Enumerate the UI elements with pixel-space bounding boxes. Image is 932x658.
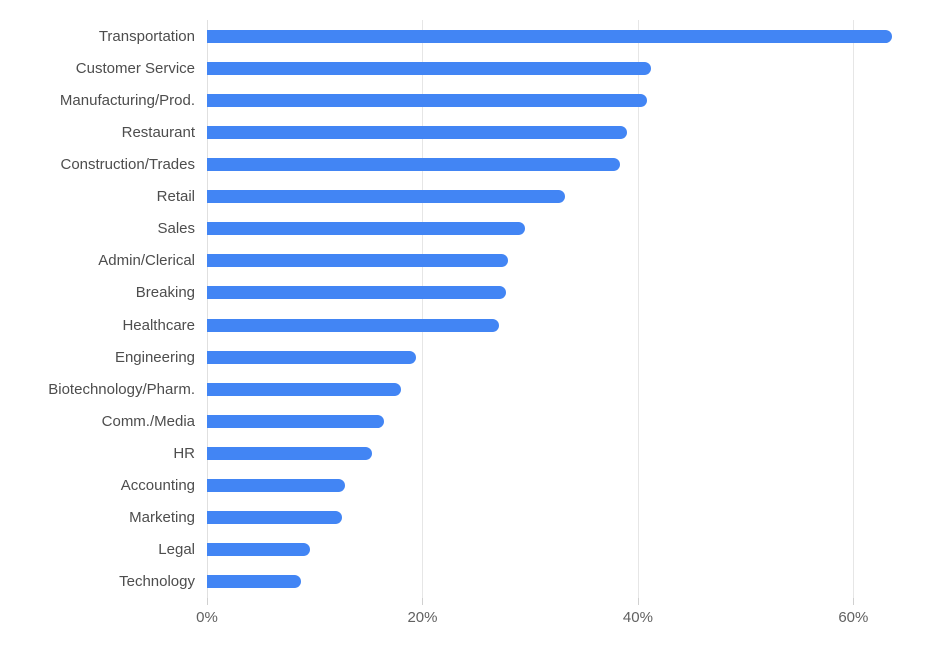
category-label: Comm./Media — [101, 412, 195, 430]
category-label-row: Comm./Media — [0, 405, 195, 437]
category-label: Healthcare — [122, 316, 195, 334]
category-label-row: Engineering — [0, 341, 195, 373]
bar-series — [207, 20, 932, 598]
category-label-row: Manufacturing/Prod. — [0, 84, 195, 116]
bar-row — [207, 181, 932, 213]
category-label: Manufacturing/Prod. — [59, 91, 195, 109]
category-label-row: Marketing — [0, 502, 195, 534]
bar-row — [207, 213, 932, 245]
bar-row — [207, 566, 932, 598]
category-label-row: Breaking — [0, 277, 195, 309]
category-label: Construction/Trades — [60, 155, 195, 173]
category-label-row: Biotechnology/Pharm. — [0, 373, 195, 405]
category-label: Legal — [158, 541, 195, 559]
y-axis-category-labels: Transportation Customer Service Manufactur… — [0, 20, 195, 598]
bar-technology — [207, 575, 301, 589]
bar-engineering — [207, 350, 416, 364]
bar-row — [207, 502, 932, 534]
bar-row — [207, 470, 932, 502]
category-label-row: Retail — [0, 181, 195, 213]
gridline-20pct — [422, 20, 424, 598]
bar-row — [207, 405, 932, 437]
bar-construction-trades — [207, 157, 620, 171]
category-label: Biotechnology/Pharm. — [48, 380, 195, 398]
category-label: Restaurant — [121, 123, 195, 141]
x-tick-mark — [853, 598, 855, 605]
bar-legal — [207, 543, 311, 557]
category-label-row: Admin/Clerical — [0, 245, 195, 277]
bar-manufacturing-prod — [207, 93, 647, 107]
bar-retail — [207, 190, 565, 204]
category-label: Accounting — [120, 477, 195, 495]
category-label-row: Transportation — [0, 20, 195, 52]
bar-transportation — [207, 29, 893, 43]
category-label: HR — [173, 444, 195, 462]
bar-biotechnology-pharm — [207, 382, 401, 396]
bar-sales — [207, 222, 525, 236]
x-tick-label: 60% — [838, 609, 869, 626]
bar-breaking — [207, 286, 507, 300]
category-label-row: Healthcare — [0, 309, 195, 341]
plot-area — [207, 20, 932, 598]
category-label-row: HR — [0, 437, 195, 469]
bar-healthcare — [207, 318, 499, 332]
x-tick-mark — [422, 598, 424, 605]
bar-customer-service — [207, 61, 651, 75]
bar-row — [207, 116, 932, 148]
category-label: Technology — [119, 573, 195, 591]
category-label: Retail — [156, 188, 195, 206]
gridline-60pct — [853, 20, 855, 598]
bar-admin-clerical — [207, 254, 508, 268]
bar-row — [207, 245, 932, 277]
category-label: Marketing — [129, 509, 195, 527]
bar-marketing — [207, 511, 342, 525]
bar-comm-media — [207, 414, 384, 428]
category-label-row: Accounting — [0, 470, 195, 502]
x-tick-label: 20% — [407, 609, 438, 626]
category-label-row: Construction/Trades — [0, 148, 195, 180]
x-tick-mark — [637, 598, 639, 605]
category-label-row: Customer Service — [0, 52, 195, 84]
category-label: Engineering — [114, 348, 195, 366]
category-label-row: Restaurant — [0, 116, 195, 148]
x-tick-label: 0% — [196, 609, 218, 626]
x-axis: 0% 20% 40% 60% — [0, 598, 932, 658]
category-label: Customer Service — [75, 59, 195, 77]
category-label: Transportation — [98, 27, 195, 45]
bar-row — [207, 437, 932, 469]
bar-row — [207, 309, 932, 341]
x-tick-mark — [207, 598, 208, 605]
category-label: Breaking — [135, 284, 195, 302]
bar-restaurant — [207, 125, 628, 139]
bar-row — [207, 84, 932, 116]
bar-row — [207, 373, 932, 405]
category-label-row: Technology — [0, 566, 195, 598]
bar-row — [207, 148, 932, 180]
gridline-40pct — [637, 20, 639, 598]
category-label-row: Sales — [0, 213, 195, 245]
bar-row — [207, 52, 932, 84]
bar-row — [207, 20, 932, 52]
gridline-0pct — [207, 20, 208, 598]
bar-hr — [207, 446, 372, 460]
category-label-row: Legal — [0, 534, 195, 566]
bar-row — [207, 277, 932, 309]
category-label: Sales — [157, 220, 195, 238]
x-tick-label: 40% — [622, 609, 653, 626]
bar-accounting — [207, 479, 345, 493]
bar-row — [207, 534, 932, 566]
bar-row — [207, 341, 932, 373]
category-label: Admin/Clerical — [98, 252, 195, 270]
